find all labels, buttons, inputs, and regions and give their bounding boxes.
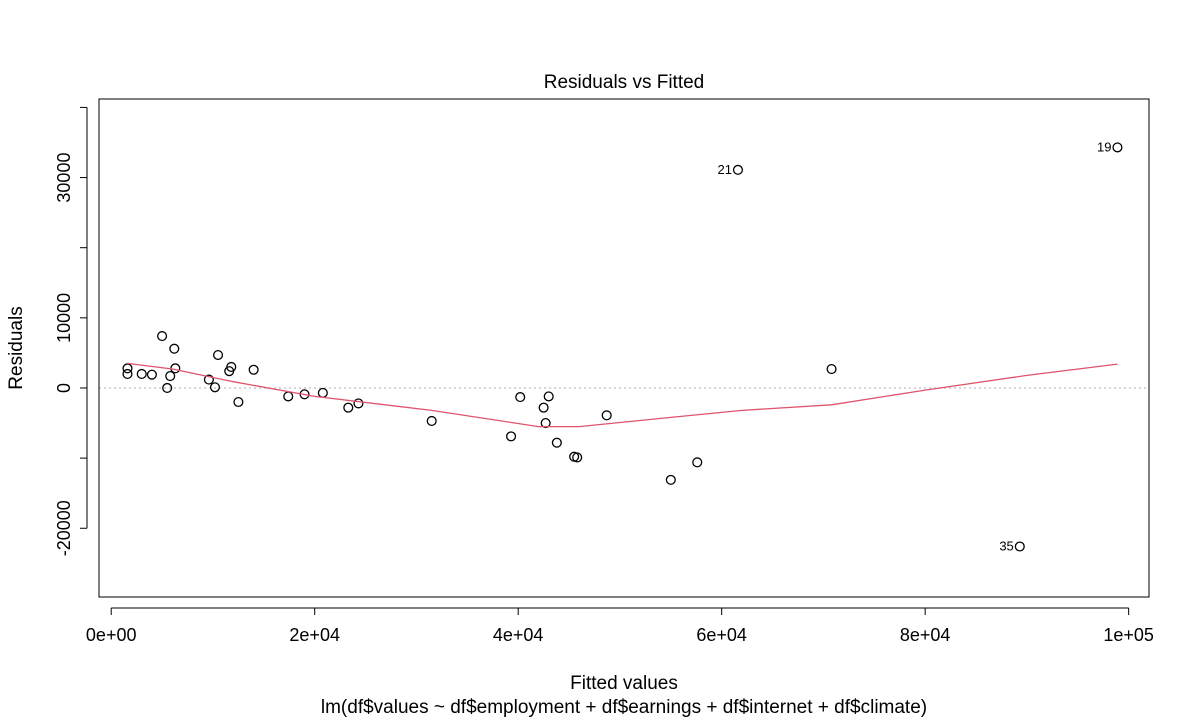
y-tick-label: 30000: [54, 153, 74, 203]
residual-point: [665, 474, 676, 485]
loess-smooth-line: [127, 362, 1118, 428]
x-tick-label: 6e+04: [696, 625, 747, 645]
plot-frame: [98, 98, 1150, 598]
residual-point: [551, 437, 562, 448]
y-tick-label: 0: [54, 383, 74, 393]
residual-point: [506, 431, 517, 442]
residual-point: [826, 363, 837, 375]
residual-point: [426, 415, 437, 426]
residual-point: [209, 382, 221, 393]
y-tick-label: 10000: [54, 293, 74, 343]
outlier-labels: 21 35 19: [717, 139, 1111, 553]
residual-point: [1112, 142, 1123, 153]
residual-point: [122, 368, 133, 380]
residual-point: [248, 364, 259, 375]
residual-point: [165, 371, 176, 382]
x-axis-label: Fitted values: [570, 673, 678, 694]
residual-point: [122, 363, 133, 374]
residual-point: [543, 391, 554, 402]
residual-point: [540, 418, 551, 429]
chart-title: Residuals vs Fitted: [544, 72, 705, 93]
outlier-label-35: 35: [999, 538, 1013, 553]
residual-point: [283, 391, 294, 402]
residual-point: [692, 457, 703, 468]
y-axis-label: Residuals: [6, 306, 27, 389]
y-axis: -20000 0 10000 30000: [54, 106, 88, 556]
residual-point: [162, 382, 173, 394]
residual-point: [212, 349, 224, 361]
residual-point: [538, 402, 549, 413]
residual-point: [157, 331, 168, 342]
residual-point: [1014, 541, 1025, 552]
outlier-label-19: 19: [1097, 139, 1111, 154]
residual-point: [732, 164, 744, 175]
x-axis: 0e+00 2e+04 4e+04 6e+04 8e+04 1e+05: [86, 607, 1154, 645]
x-tick-label: 1e+05: [1103, 625, 1154, 645]
residual-point: [572, 452, 583, 463]
residual-point: [515, 392, 526, 403]
residual-point: [353, 398, 364, 409]
residual-point: [146, 369, 157, 380]
model-formula-subtitle: lm(df$values ~ df$employment + df$earnin…: [321, 697, 927, 718]
x-tick-label: 4e+04: [493, 625, 544, 645]
residual-point: [343, 402, 354, 413]
y-tick-label: -20000: [54, 500, 74, 556]
outlier-label-21: 21: [717, 162, 731, 177]
residual-point: [136, 368, 147, 380]
residual-points: [122, 142, 1123, 552]
residual-point: [601, 410, 612, 421]
x-tick-label: 2e+04: [289, 625, 340, 645]
residual-point: [226, 361, 237, 372]
x-tick-label: 8e+04: [900, 625, 951, 645]
residual-point: [233, 396, 244, 408]
residual-point: [317, 387, 328, 398]
residual-point: [169, 343, 180, 354]
x-tick-label: 0e+00: [86, 625, 137, 645]
residual-point: [203, 374, 214, 385]
